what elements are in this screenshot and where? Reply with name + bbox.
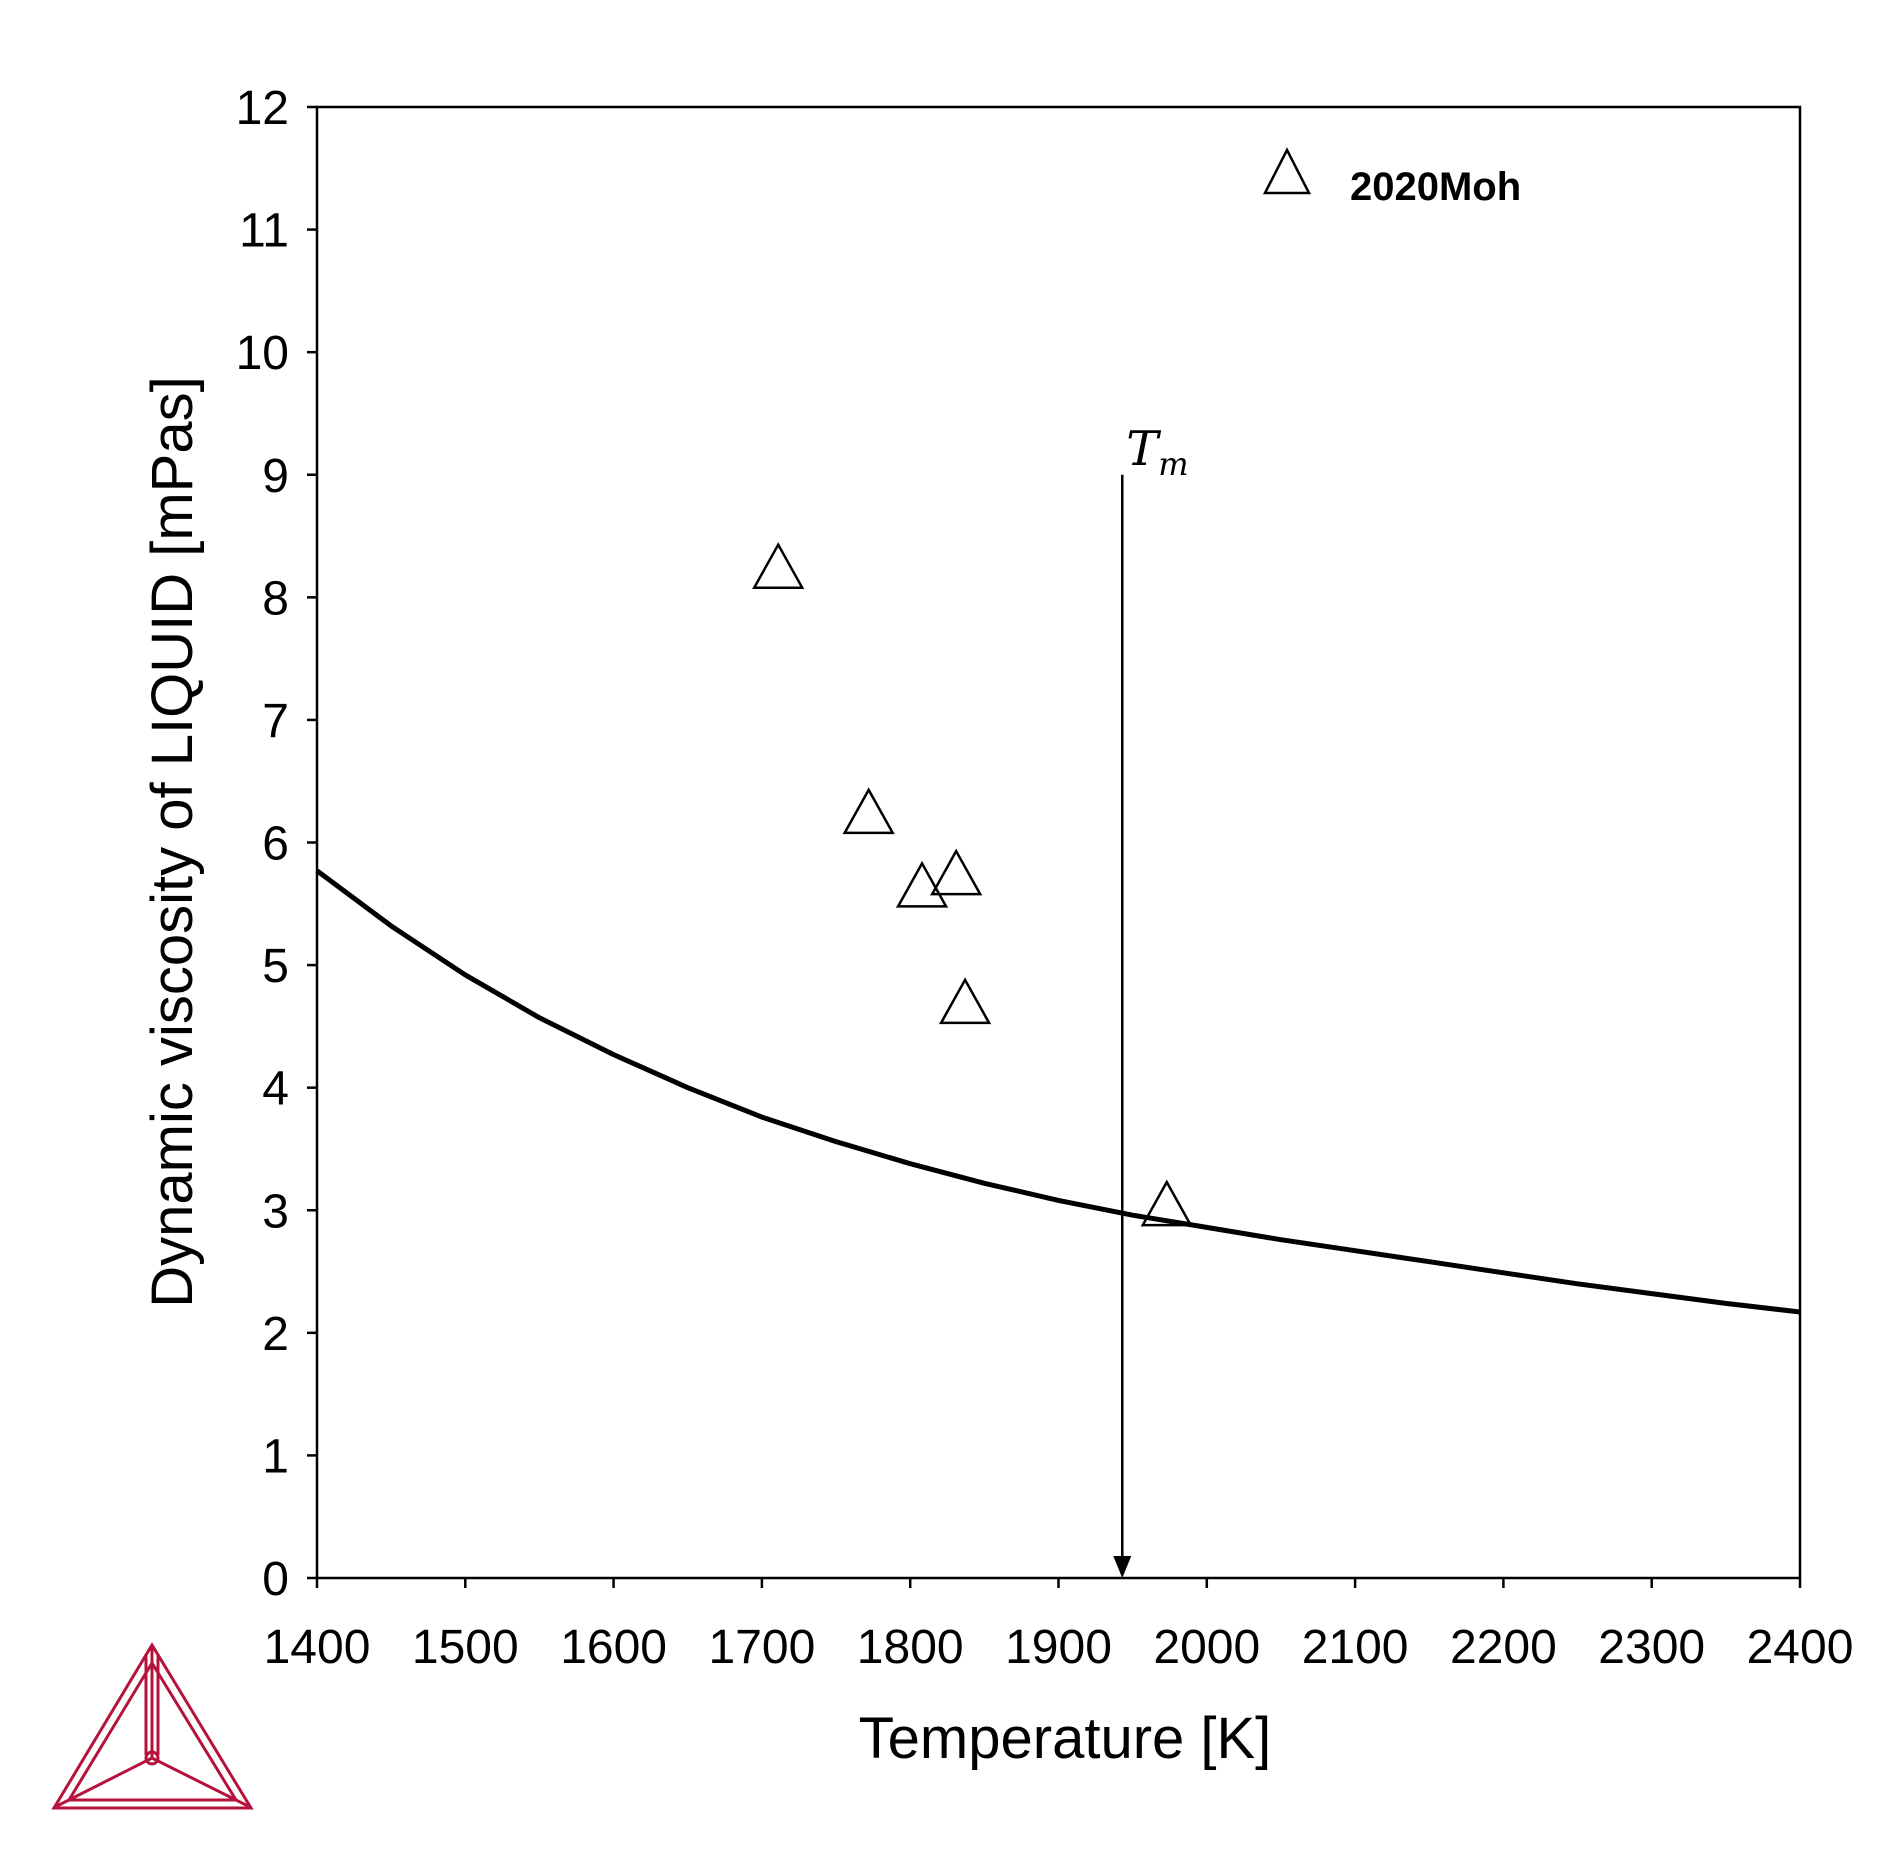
data-point-triangle [938, 977, 992, 1025]
x-tick-label: 1500 [412, 1621, 519, 1674]
y-tick-label: 11 [239, 205, 289, 258]
data-point-triangle [1140, 1179, 1193, 1227]
y-tick-label: 7 [262, 695, 289, 748]
data-point-triangle [930, 848, 983, 896]
plot-area [315, 105, 1802, 1580]
x-tick-label: 1900 [1005, 1621, 1112, 1674]
y-tick-label: 0 [262, 1553, 289, 1606]
x-tick-label: 1600 [560, 1621, 667, 1674]
series-layer [315, 542, 1801, 1315]
y-tick-label: 2 [262, 1308, 289, 1361]
data-point-triangle [895, 860, 949, 908]
x-tick-label: 2000 [1153, 1621, 1260, 1674]
y-axis-title: Dynamic viscosity of LIQUID [mPas] [140, 376, 205, 1307]
y-tick-label: 6 [262, 818, 289, 871]
y-tick-label: 9 [262, 450, 289, 503]
plot-frame [315, 105, 1802, 1580]
y-tick-label: 8 [262, 572, 289, 625]
x-tick-label: 2200 [1450, 1621, 1557, 1674]
y-tick-label: 1 [262, 1430, 289, 1483]
y-tick-label: 5 [262, 940, 289, 993]
melting-point-arrowhead [1113, 1556, 1132, 1578]
y-tick-label: 3 [262, 1185, 289, 1238]
x-tick-label: 1800 [857, 1621, 964, 1674]
x-tick-label: 1700 [709, 1621, 816, 1674]
x-axis-ticks: 1400 1500 1600 1700 1800 1900 2000 2100 2200 2300… [264, 1578, 1854, 1674]
x-axis-title: Temperature [K] [859, 1706, 1272, 1771]
legend: 2020Moh [1262, 147, 1521, 209]
legend-marker-triangle-icon [1262, 147, 1312, 195]
x-tick-label: 2400 [1747, 1621, 1854, 1674]
data-point-triangle [842, 787, 895, 835]
y-tick-label: 12 [236, 82, 289, 135]
x-tick-label: 2300 [1598, 1621, 1705, 1674]
legend-label-2020moh: 2020Moh [1350, 165, 1521, 209]
y-tick-label: 10 [236, 327, 289, 380]
thermo-calc-logo-icon [51, 1642, 254, 1810]
annotation-layer: Tm [1113, 421, 1189, 1578]
y-tick-label: 4 [262, 1063, 289, 1116]
melting-point-label: Tm [1126, 421, 1188, 483]
x-tick-label: 1400 [264, 1621, 371, 1674]
x-tick-label: 2100 [1302, 1621, 1409, 1674]
calculated-curve [315, 868, 1801, 1315]
data-point-triangle [752, 542, 805, 589]
